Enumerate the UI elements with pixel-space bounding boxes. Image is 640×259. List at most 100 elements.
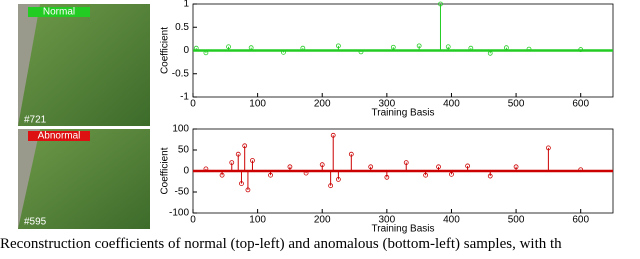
stem-marker <box>368 164 374 170</box>
stem-marker <box>390 44 396 50</box>
stem-marker <box>403 160 409 166</box>
y-tick-label: 50 <box>178 145 190 156</box>
stem-marker <box>578 167 584 173</box>
stem <box>287 164 293 171</box>
y-axis-label: Coefficient <box>160 27 171 74</box>
stem <box>328 171 334 189</box>
stem-marker <box>229 160 235 166</box>
stem-marker <box>348 151 354 157</box>
stem <box>416 43 422 51</box>
x-tick-label: 300 <box>379 99 396 110</box>
x-tick-label: 100 <box>249 215 266 226</box>
badge: Abnormal <box>38 131 81 142</box>
stem-marker <box>449 171 454 177</box>
stem <box>229 160 235 171</box>
stem-marker <box>219 172 225 178</box>
stem <box>348 151 354 171</box>
y-tick-label: 0.5 <box>175 22 189 33</box>
stem <box>545 145 551 171</box>
stem <box>203 166 209 172</box>
x-tick-label: 500 <box>508 215 525 226</box>
stem-marker <box>416 43 422 49</box>
caption: Reconstruction coefficients of normal (t… <box>0 236 562 252</box>
stem <box>436 164 441 171</box>
stem <box>513 164 519 171</box>
stem-marker <box>513 164 519 170</box>
stem-marker <box>239 181 244 187</box>
stem <box>245 171 251 193</box>
stem-marker <box>465 163 471 169</box>
frame-number: #595 <box>24 217 47 228</box>
x-axis-label: Training Basis <box>372 108 435 119</box>
x-tick-label: 500 <box>508 99 525 110</box>
stem <box>487 171 493 179</box>
y-tick-label: -1 <box>180 92 189 103</box>
stem <box>358 49 364 55</box>
stem <box>503 45 509 51</box>
stem-marker <box>281 49 286 55</box>
stem <box>449 171 454 177</box>
y-tick-label: 0 <box>183 166 189 177</box>
stem-marker <box>468 45 474 51</box>
stem-marker <box>526 46 532 52</box>
stem <box>390 44 396 51</box>
frame-image: Abnormal #595 <box>18 129 150 229</box>
stem <box>335 171 341 182</box>
figure-graphics: Normal #721 Abnormal #595 -1 -0.5 0 0.5 1 0 10… <box>18 0 614 235</box>
stem <box>281 49 286 55</box>
stem <box>468 45 474 51</box>
stem-marker <box>245 187 251 193</box>
stem <box>219 171 225 178</box>
stem-marker <box>335 176 341 182</box>
stem-marker <box>242 143 248 149</box>
frame-number: #721 <box>24 115 47 126</box>
stem <box>423 171 429 178</box>
stem <box>578 47 584 52</box>
x-tick-label: 200 <box>314 215 331 226</box>
stem <box>526 46 532 52</box>
x-axis-label: Training Basis <box>372 224 435 235</box>
stem-marker <box>384 174 390 180</box>
y-tick-label: 1 <box>183 0 189 10</box>
stem-marker <box>250 158 255 163</box>
stem <box>242 143 248 171</box>
y-tick-label: -100 <box>169 208 189 219</box>
stem <box>578 167 584 173</box>
stem <box>250 158 255 171</box>
x-tick-label: 600 <box>572 215 589 226</box>
x-tick-label: 400 <box>443 215 460 226</box>
stem <box>235 151 241 171</box>
stem <box>330 132 336 171</box>
stem <box>268 171 273 178</box>
y-tick-label: 100 <box>172 124 189 135</box>
badge: Normal <box>43 7 75 18</box>
stem-marker <box>545 145 551 151</box>
stem-marker <box>303 170 309 176</box>
stem <box>303 170 309 176</box>
stem-marker <box>438 1 443 7</box>
stem-marker <box>503 45 509 51</box>
x-tick-label: 600 <box>572 99 589 110</box>
stem-marker <box>235 151 241 157</box>
stem-marker <box>203 50 209 56</box>
stem <box>193 45 199 51</box>
stem-marker <box>328 183 334 189</box>
stem-marker <box>330 132 336 138</box>
stem-marker <box>248 45 254 51</box>
frame-image: Normal #721 <box>18 4 150 126</box>
stem <box>368 164 374 171</box>
stem-marker <box>436 164 441 170</box>
stem-marker <box>193 45 199 51</box>
y-tick-label: -0.5 <box>172 68 190 79</box>
stem-marker <box>300 45 306 51</box>
stem <box>403 160 409 171</box>
stem-marker <box>487 173 493 179</box>
stem-marker <box>268 172 273 178</box>
stem-marker <box>203 166 209 172</box>
stem <box>226 44 231 51</box>
stem <box>487 50 493 56</box>
stem-marker <box>335 43 341 49</box>
x-tick-label: 0 <box>190 215 196 226</box>
stem-marker <box>358 49 364 55</box>
